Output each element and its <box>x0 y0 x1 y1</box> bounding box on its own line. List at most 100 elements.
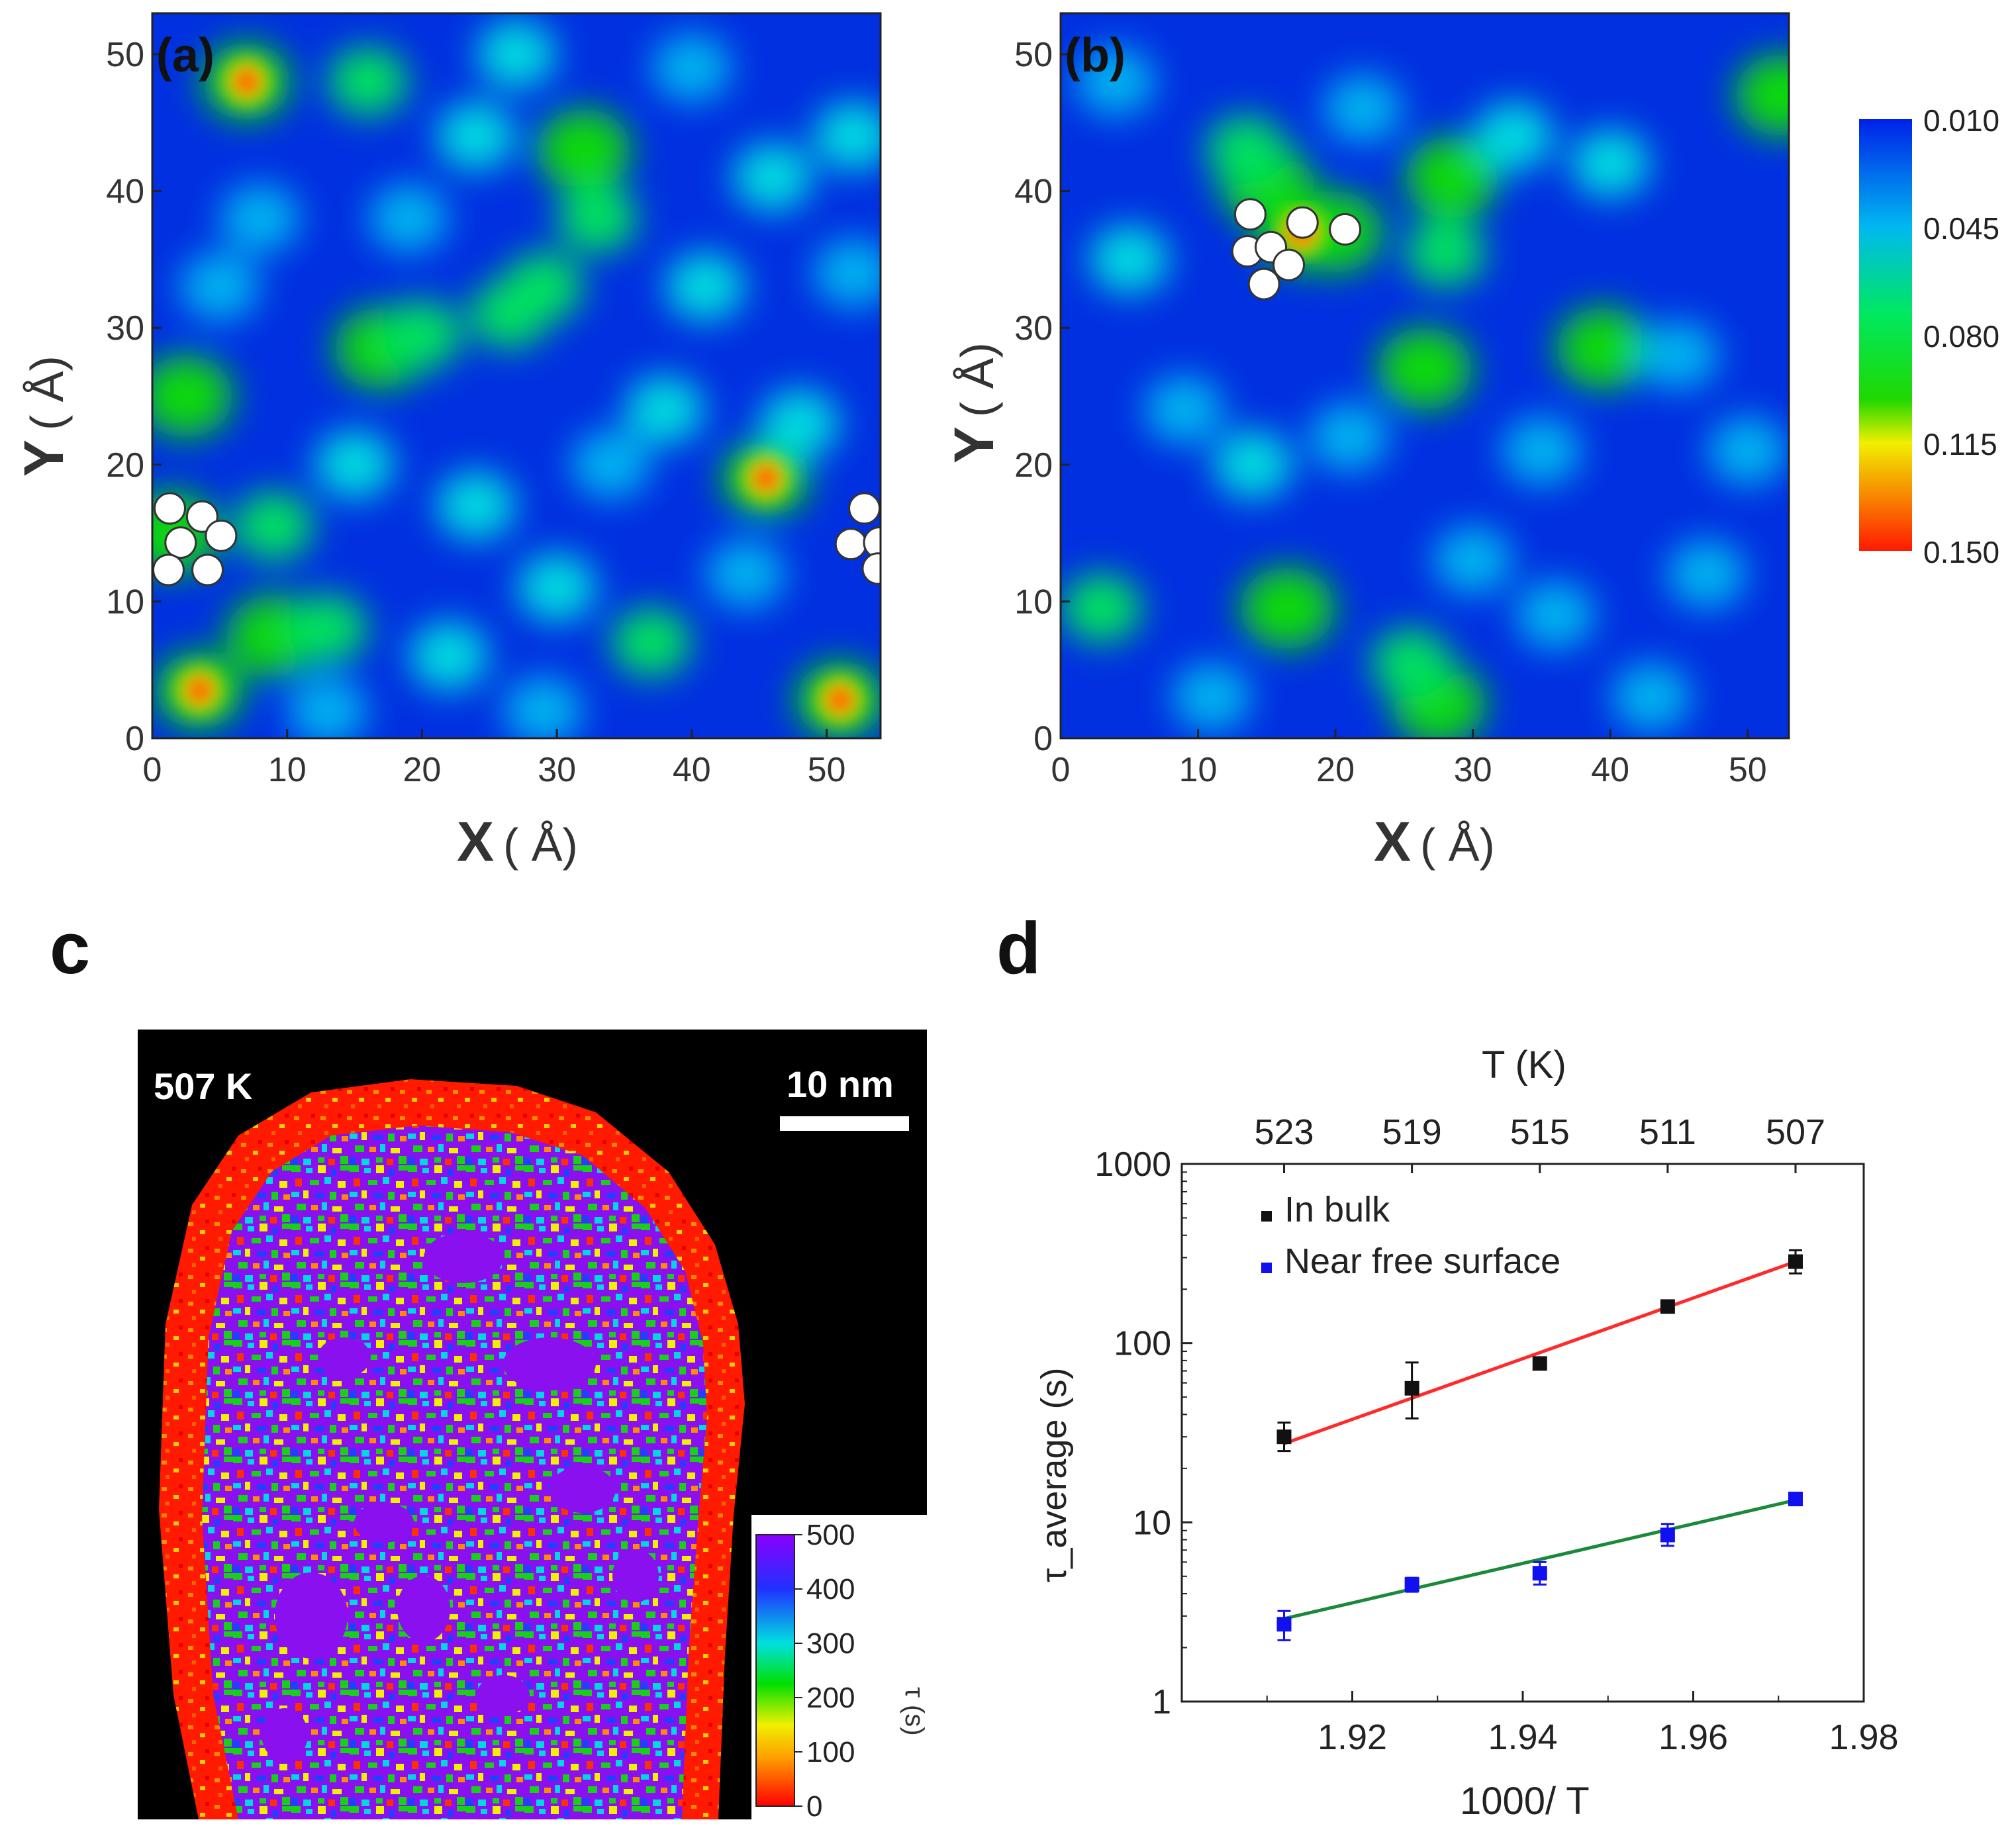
colorbar-c-gradient <box>755 1534 795 1807</box>
heatmap-b-region <box>1310 403 1389 472</box>
heatmap-b-region <box>1474 101 1554 171</box>
plot-frame-b <box>1059 12 1790 740</box>
y-axis-label-b-unit: ( Å) <box>951 342 1003 417</box>
x-tick-label-a: 0 <box>143 751 162 789</box>
slow-region <box>354 1503 414 1543</box>
specimen-slow-regions <box>262 1233 659 1761</box>
fit-line-bulk <box>1283 1260 1796 1445</box>
x-tick-label-b: 40 <box>1591 751 1629 789</box>
top-tick-label-d: 515 <box>1510 1112 1570 1152</box>
data-point-bulk <box>1276 1429 1292 1445</box>
top-tick-label-d: 523 <box>1254 1112 1314 1152</box>
colorbar-ab-tick-label: 0.080 <box>1923 319 1999 354</box>
colorbar-ab-tick-label: 0.045 <box>1923 211 1999 246</box>
x-tick-label-a: 20 <box>403 751 441 789</box>
slow-region <box>612 1549 659 1602</box>
colorbar-ab-gradient <box>1859 119 1912 551</box>
heatmap-b-region <box>1371 628 1451 698</box>
x-tick-label-b: 50 <box>1729 751 1767 789</box>
data-point-surface <box>1660 1527 1675 1543</box>
x-axis-label-d: 1000/ T <box>1460 1780 1590 1823</box>
colorbar-c-label: τ (s) <box>900 1687 929 1736</box>
plot-frame-a <box>151 12 882 740</box>
panel-label-c: c <box>50 908 90 989</box>
heatmap-a-region <box>517 553 597 622</box>
heatmap-b-region <box>1206 115 1286 185</box>
legend-label: In bulk <box>1284 1190 1390 1229</box>
panel-b: 0 10 20 30 40 50 0 10 20 30 40 50 (b) X ( Å) Y ( Å) <box>943 12 1790 873</box>
x-tick-label-b: 20 <box>1316 751 1355 789</box>
x-tick-label-b: 30 <box>1454 751 1492 789</box>
heatmap-b-region <box>1735 54 1789 136</box>
heatmap-a-region <box>436 101 516 171</box>
heatmap-b-region <box>1172 663 1252 732</box>
y-tick-label-a: 50 <box>106 36 144 74</box>
x-tick-label-b: 0 <box>1051 751 1071 789</box>
scale-bar-label: 10 nm <box>787 1063 894 1105</box>
x-tick-label-a: 50 <box>808 751 846 789</box>
heatmap-a-region <box>706 540 786 609</box>
heatmap-b-field <box>1062 47 1789 738</box>
heatmap-a-region <box>503 676 583 738</box>
cluster-atom <box>1233 198 1267 231</box>
heatmap-a-region <box>234 491 314 561</box>
y-tick-label-d: 100 <box>1114 1325 1171 1363</box>
heatmap-a-region <box>652 33 732 103</box>
y-tick-label-b: 30 <box>1014 309 1053 348</box>
data-point-bulk <box>1788 1254 1803 1269</box>
heatmap-a-region <box>733 142 812 212</box>
y-tick-label-b: 0 <box>1033 720 1053 758</box>
heatmap-a-region <box>571 430 651 499</box>
legend-swatch <box>1261 1263 1272 1273</box>
heatmap-a-hotspot-core <box>825 685 855 715</box>
colorbar-ab-ticks: 0.010 0.045 0.080 0.115 0.150 <box>1923 103 1999 569</box>
colorbar-ab-tick-label: 0.150 <box>1923 535 1999 569</box>
x-tick-label-d: 1.98 <box>1829 1717 1898 1757</box>
x-tick-label-d: 1.92 <box>1318 1717 1387 1757</box>
panel-a: 0 10 20 30 40 50 0 10 20 30 40 50 (a) X ( Å) Y ( Å) <box>13 12 882 873</box>
heatmap-a-region <box>180 252 260 322</box>
x-axis-label-a-main: X <box>457 810 494 873</box>
slow-region <box>397 1576 450 1642</box>
cluster-atom <box>1329 213 1362 246</box>
colorbar-c-tick-label: 500 <box>806 1519 855 1551</box>
colorbar-c-tick-label: 0 <box>806 1790 822 1823</box>
heatmap-a-region <box>470 279 550 349</box>
heatmap-a-region <box>369 183 448 253</box>
y-tick-label-b: 40 <box>1014 173 1053 211</box>
data-point-bulk <box>1660 1299 1675 1314</box>
colorbar-c-tick-label: 400 <box>806 1573 855 1606</box>
heatmap-a-region <box>665 252 745 322</box>
colorbar-c-tick-label: 200 <box>806 1682 855 1714</box>
y-axis-label-d: τ_average (s) <box>1034 1368 1074 1582</box>
cluster-atom <box>848 492 881 525</box>
y-tick-label-d: 10 <box>1133 1504 1171 1542</box>
panel-label-a: (a) <box>156 29 215 82</box>
cluster-atom <box>1247 267 1280 301</box>
temperature-label: 507 K <box>154 1065 252 1107</box>
legend-swatch <box>1261 1211 1272 1222</box>
colorbar-c-ticks: 0 100 200 300 400 500 <box>794 1519 855 1823</box>
y-axis-label-b-main: Y <box>943 426 1005 463</box>
heatmap-b-region <box>1377 328 1472 410</box>
colorbar-c-tick-label: 300 <box>806 1627 855 1660</box>
y-tick-label-a: 40 <box>106 173 144 211</box>
legend-d: In bulk Near free surface <box>1261 1190 1560 1281</box>
top-tick-label-d: 511 <box>1639 1112 1696 1152</box>
heatmap-b-region <box>1639 320 1719 390</box>
x-tick-label-d: 1.96 <box>1658 1717 1728 1757</box>
y-tick-label-d: 1 <box>1152 1683 1171 1721</box>
x-axis-label-b-main: X <box>1374 810 1411 873</box>
heatmap-b-region <box>1076 47 1155 117</box>
cluster-atom <box>1286 206 1319 239</box>
heatmap-b-region <box>1062 573 1142 643</box>
heatmap-a-hotspot-core <box>185 675 215 705</box>
heatmap-a-region <box>409 622 489 691</box>
heatmap-a-field <box>152 19 881 738</box>
panel-d: d 1.92 1.94 1.96 1.98 1 10 100 1000 523 519 515 511… <box>996 908 1899 1823</box>
heatmap-b-region <box>1213 430 1293 499</box>
heatmap-b-region <box>1707 416 1788 486</box>
axes-b: 0 10 20 30 40 50 0 10 20 30 40 50 <box>1014 36 1767 789</box>
cluster-atom <box>191 553 224 587</box>
cluster-atom <box>152 553 185 587</box>
